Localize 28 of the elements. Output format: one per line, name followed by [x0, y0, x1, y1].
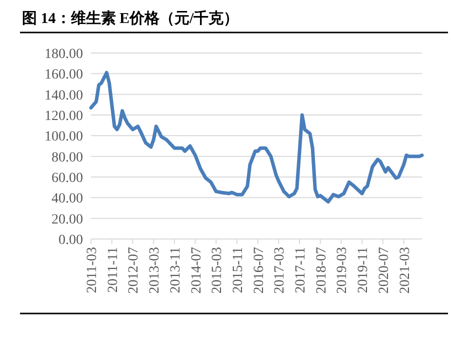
x-tick-label: 2015-11 [230, 247, 246, 294]
x-tick-label: 2015-03 [210, 247, 226, 294]
y-tick-label: 0.00 [58, 233, 83, 248]
y-tick-label: 80.00 [52, 150, 83, 166]
y-tick-label: 120.00 [44, 109, 83, 124]
y-tick-label: 140.00 [44, 88, 83, 104]
x-tick-label: 2017-11 [294, 247, 309, 294]
line-series [89, 70, 424, 204]
y-tick-label: 180.00 [44, 47, 83, 62]
x-tick-label: 2019-03 [335, 247, 350, 294]
x-tick-label: 2019-11 [356, 247, 372, 294]
x-tick-label: 2013-03 [148, 247, 163, 294]
x-tick-label: 2012-07 [126, 247, 142, 294]
x-tick-label: 2011-11 [106, 247, 121, 293]
x-tick-label: 2014-07 [189, 247, 204, 294]
y-tick-label: 160.00 [44, 68, 83, 83]
y-tick-label: 20.00 [52, 212, 83, 228]
x-tick-label: 2021-03 [398, 247, 413, 294]
x-tick-label: 2018-07 [314, 247, 330, 294]
x-tick-label: 2016-07 [252, 247, 267, 294]
x-tick-label: 2011-03 [85, 247, 100, 294]
x-tick-label: 2020-07 [376, 247, 392, 294]
y-tick-label: 100.00 [44, 130, 83, 145]
y-tick-label: 60.00 [52, 171, 83, 186]
chart-title: 图 14：维生素 E价格（元/千克） [22, 9, 239, 27]
x-tick-label: 2017-03 [272, 247, 288, 294]
x-tick-label: 2013-11 [168, 247, 184, 294]
y-tick-label: 40.00 [52, 192, 83, 207]
